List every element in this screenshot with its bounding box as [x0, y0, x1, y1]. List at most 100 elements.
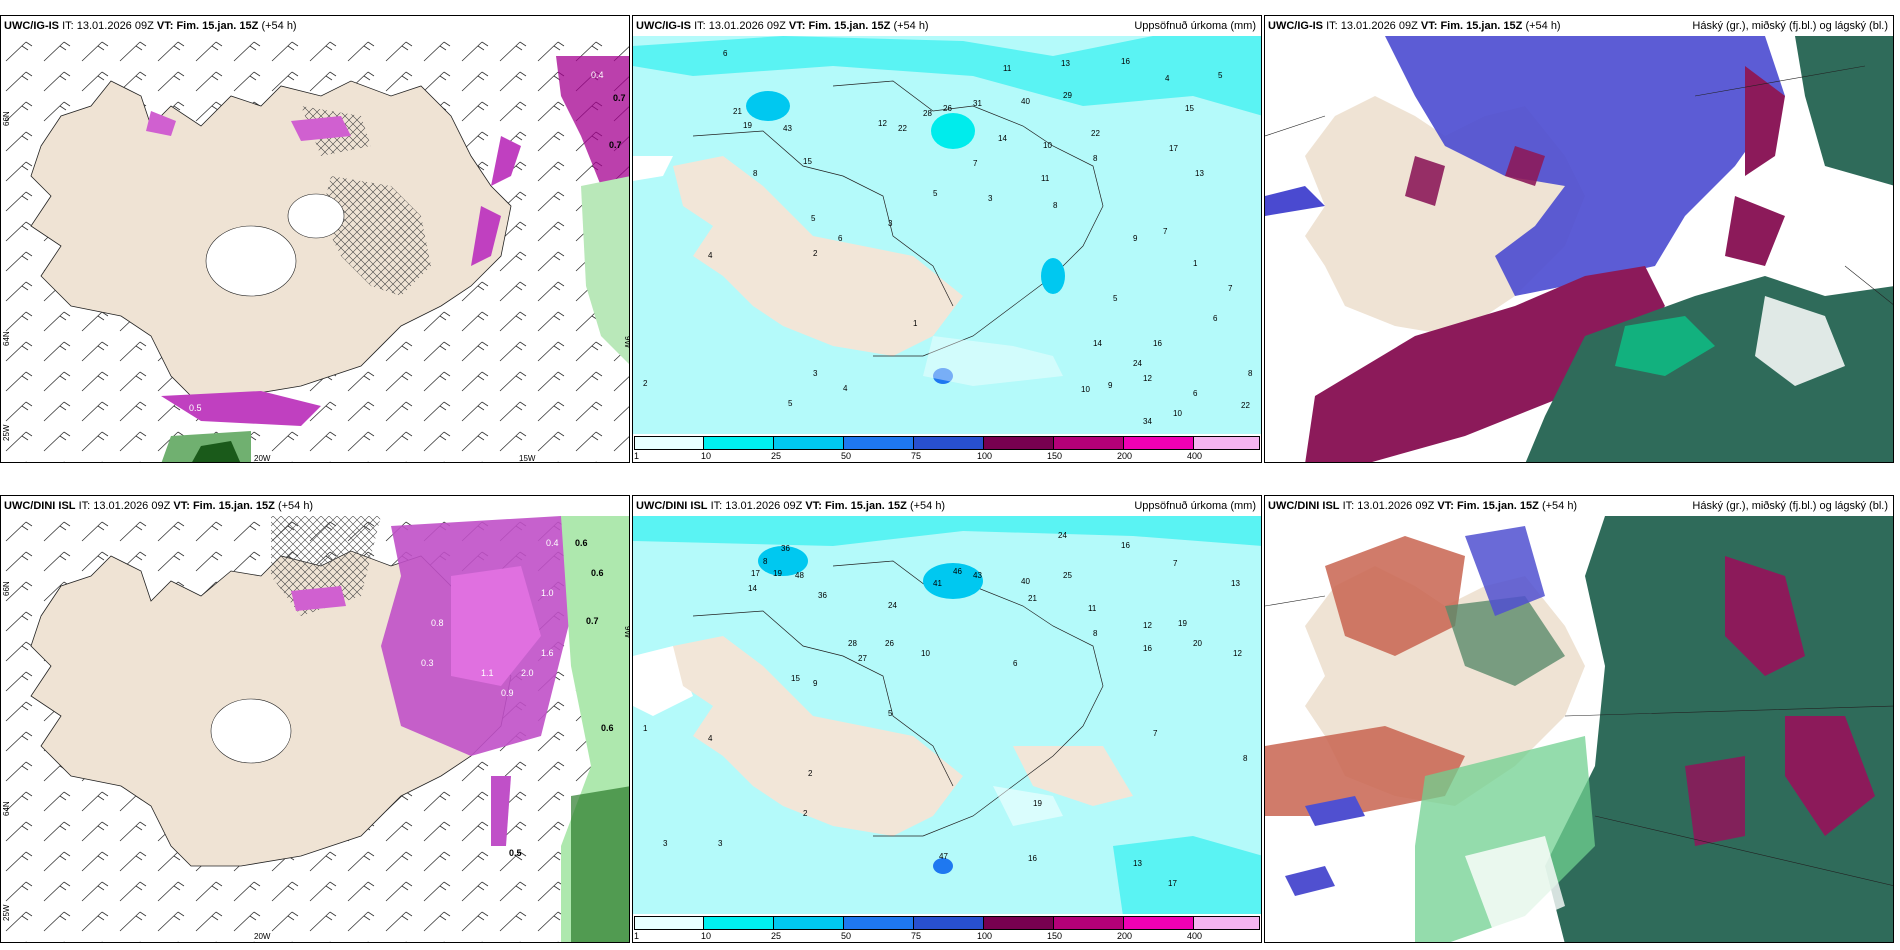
precip-value: 13 — [1195, 169, 1204, 178]
precip-value: 7 — [973, 159, 978, 168]
precip-value: 5 — [933, 189, 938, 198]
precip-value: 6 — [838, 234, 843, 243]
precip-value: 16 — [1153, 339, 1162, 348]
precip-value: 8 — [1248, 369, 1253, 378]
colorbar-tick: 200 — [1117, 451, 1133, 461]
precip-value: 24 — [888, 601, 897, 610]
valid-time: VT: Fim. 15.jan. 15Z — [173, 500, 275, 512]
precip-value: 16 — [1028, 854, 1037, 863]
precip-label: 0.6 — [575, 538, 588, 548]
precip-value: 5 — [1218, 71, 1223, 80]
colorbar-swatch — [634, 916, 704, 930]
precip-value: 7 — [1163, 227, 1168, 236]
init-time: 13.01.2026 09Z — [1340, 20, 1418, 32]
colorbar-swatch — [1054, 916, 1124, 930]
colorbar-tick: 400 — [1187, 931, 1203, 941]
precip-label: 1.1 — [481, 668, 494, 678]
panel-dini-clouds: UWC/DINI ISL IT: 13.01.2026 09Z VT: Fim.… — [1264, 495, 1894, 943]
precip-value: 4 — [1165, 74, 1170, 83]
precip-value: 46 — [953, 567, 962, 576]
colorbar-tick: 400 — [1187, 451, 1203, 461]
precip-value: 15 — [791, 674, 800, 683]
precip-value: 26 — [885, 639, 894, 648]
colorbar-tick: 1 — [634, 931, 640, 941]
precip-value: 2 — [808, 769, 813, 778]
lon-label-20: 20W — [254, 454, 271, 463]
colorbar-tick: 50 — [841, 451, 852, 461]
precip-value: 22 — [1091, 129, 1100, 138]
precip-value: 3 — [718, 839, 723, 848]
precip-value: 43 — [973, 571, 982, 580]
lon-label-20: 20W — [254, 932, 271, 941]
precip-value: 11 — [1088, 604, 1097, 613]
precip-value: 6 — [1213, 314, 1218, 323]
precip-value: 9 — [1133, 234, 1138, 243]
precip-value: 43 — [783, 124, 792, 133]
lon-label-25: 25W — [2, 904, 11, 921]
precip-value: 40 — [1021, 97, 1030, 106]
precip-value: 40 — [1021, 577, 1030, 586]
precip-label: 2.0 — [521, 668, 534, 678]
precip-value: 36 — [781, 544, 790, 553]
precip-value: 10 — [1043, 141, 1052, 150]
precip-value: 26 — [943, 104, 952, 113]
model-label: UWC/IG-IS — [636, 20, 691, 32]
colorbar-tick: 1 — [634, 451, 640, 461]
precip-value: 22 — [1241, 401, 1250, 410]
precip-value: 4 — [843, 384, 848, 393]
precip-value: 41 — [933, 579, 942, 588]
colorbar-swatch — [1054, 436, 1124, 450]
init-time: 13.01.2026 09Z — [725, 500, 803, 512]
model-label: UWC/DINI ISL — [636, 500, 708, 512]
colorbar-tick: 50 — [841, 931, 852, 941]
precip-label: 0.9 — [501, 688, 514, 698]
precip-value: 16 — [1143, 644, 1152, 653]
colorbar-tick: 10 — [701, 931, 712, 941]
precip-value: 24 — [1133, 359, 1142, 368]
precip-value: 13 — [1133, 859, 1142, 868]
precip-value: 3 — [888, 219, 893, 228]
precip-value: 1 — [1193, 259, 1198, 268]
precip-value: 7 — [1173, 559, 1178, 568]
lead-time: (+54 h) — [1541, 500, 1578, 512]
precip-value: 10 — [1081, 385, 1090, 394]
map-area — [1265, 36, 1893, 462]
precip-value: 2 — [803, 809, 808, 818]
precip-value: 5 — [811, 214, 816, 223]
precip-label: 0.7 — [613, 93, 626, 103]
lead-time: (+54 h) — [261, 20, 297, 32]
map-area: 6 21 19 43 15 12 22 28 26 31 11 13 29 40… — [633, 36, 1261, 436]
panel-header: UWC/IG-IS IT: 13.01.2026 09Z VT: Fim. 15… — [633, 16, 1261, 36]
precip-value: 2 — [813, 249, 818, 258]
lon-label-15: 15W — [519, 454, 536, 463]
colorbar-tick: 150 — [1047, 931, 1063, 941]
precip-value: 7 — [1153, 729, 1158, 738]
lon-label-9: 9W — [623, 626, 630, 638]
precip-value: 12 — [878, 119, 887, 128]
precip-label: 1.0 — [541, 588, 554, 598]
precip-value: 8 — [1093, 154, 1098, 163]
it-label: IT: — [694, 20, 706, 32]
valid-time: VT: Fim. 15.jan. 15Z — [805, 500, 907, 512]
precip-value: 47 — [939, 852, 948, 861]
panel-header: UWC/IG-IS IT: 13.01.2026 09Z VT: Fim. 15… — [1265, 16, 1893, 36]
panel-igis-clouds: UWC/IG-IS IT: 13.01.2026 09Z VT: Fim. 15… — [1264, 15, 1894, 463]
precip-value: 7 — [1228, 284, 1233, 293]
valid-time: VT: Fim. 15.jan. 15Z — [1437, 500, 1539, 512]
precip-label: 0.5 — [189, 403, 202, 413]
precip-label: 0.7 — [609, 140, 622, 150]
colorbar-tick: 100 — [977, 451, 993, 461]
colorbar-swatch — [634, 436, 704, 450]
precip-value: 13 — [1061, 59, 1070, 68]
panel-header: UWC/DINI ISL IT: 13.01.2026 09Z VT: Fim.… — [1265, 496, 1893, 516]
precip-value: 8 — [1093, 629, 1098, 638]
precip-value: 15 — [1185, 104, 1194, 113]
colorbar-swatch — [774, 436, 844, 450]
precip-label: 0.5 — [509, 848, 522, 858]
precip-value: 8 — [1053, 201, 1058, 210]
colorbar-tick: 10 — [701, 451, 712, 461]
colorbar-swatch — [914, 436, 984, 450]
field-title: Uppsöfnuð úrkoma (mm) — [1134, 500, 1256, 512]
init-time: 13.01.2026 09Z — [708, 20, 786, 32]
precip-value: 9 — [813, 679, 818, 688]
